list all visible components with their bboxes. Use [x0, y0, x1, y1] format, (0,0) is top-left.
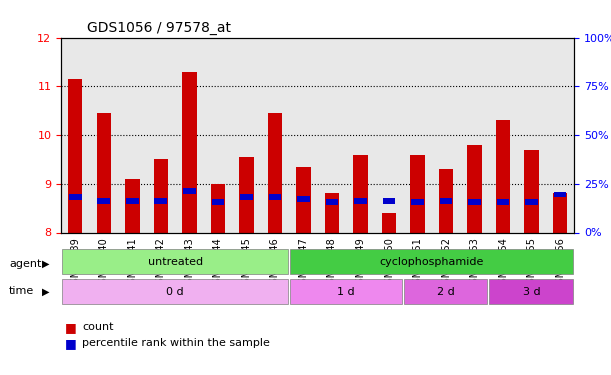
- Bar: [154, 159, 168, 232]
- Bar: [497, 200, 510, 205]
- Bar: [97, 113, 111, 232]
- Bar: [354, 198, 367, 204]
- Text: cyclophosphamide: cyclophosphamide: [379, 256, 484, 267]
- Bar: [524, 150, 539, 232]
- Bar: [240, 157, 254, 232]
- Text: agent: agent: [9, 259, 42, 268]
- Bar: [325, 194, 339, 232]
- Bar: [467, 145, 481, 232]
- Bar: [269, 195, 281, 200]
- Bar: [240, 195, 253, 200]
- Text: ■: ■: [64, 337, 76, 350]
- Bar: [182, 72, 197, 232]
- Bar: [125, 179, 139, 232]
- Bar: [496, 120, 510, 232]
- Bar: [290, 249, 573, 274]
- Bar: [297, 196, 310, 202]
- Bar: [411, 200, 424, 205]
- Text: GDS1056 / 97578_at: GDS1056 / 97578_at: [87, 21, 231, 35]
- Bar: [68, 79, 82, 232]
- Bar: [211, 184, 225, 232]
- Text: ▶: ▶: [42, 259, 49, 268]
- Bar: [183, 188, 196, 194]
- Bar: [326, 200, 338, 205]
- Bar: [62, 249, 288, 274]
- Bar: [411, 154, 425, 232]
- Bar: [404, 279, 487, 304]
- Text: 1 d: 1 d: [337, 286, 355, 297]
- Bar: [382, 213, 396, 232]
- Bar: [468, 200, 481, 205]
- Bar: [290, 279, 401, 304]
- Bar: [439, 169, 453, 232]
- Text: 3 d: 3 d: [523, 286, 540, 297]
- Text: 2 d: 2 d: [437, 286, 455, 297]
- Bar: [382, 198, 395, 204]
- Bar: [296, 166, 310, 232]
- Text: time: time: [9, 286, 34, 296]
- Text: ■: ■: [64, 321, 76, 334]
- Bar: [554, 192, 566, 197]
- Bar: [62, 279, 288, 304]
- Bar: [155, 198, 167, 204]
- Bar: [268, 113, 282, 232]
- Bar: [126, 198, 139, 204]
- Bar: [211, 200, 224, 205]
- Bar: [553, 194, 567, 232]
- Bar: [353, 154, 368, 232]
- Bar: [69, 194, 82, 200]
- Bar: [525, 200, 538, 205]
- Text: count: count: [82, 322, 114, 332]
- Text: percentile rank within the sample: percentile rank within the sample: [82, 338, 270, 348]
- Text: ▶: ▶: [42, 286, 49, 296]
- Text: untreated: untreated: [148, 256, 203, 267]
- Bar: [439, 198, 452, 204]
- Bar: [98, 198, 110, 204]
- Bar: [489, 279, 573, 304]
- Text: 0 d: 0 d: [166, 286, 184, 297]
